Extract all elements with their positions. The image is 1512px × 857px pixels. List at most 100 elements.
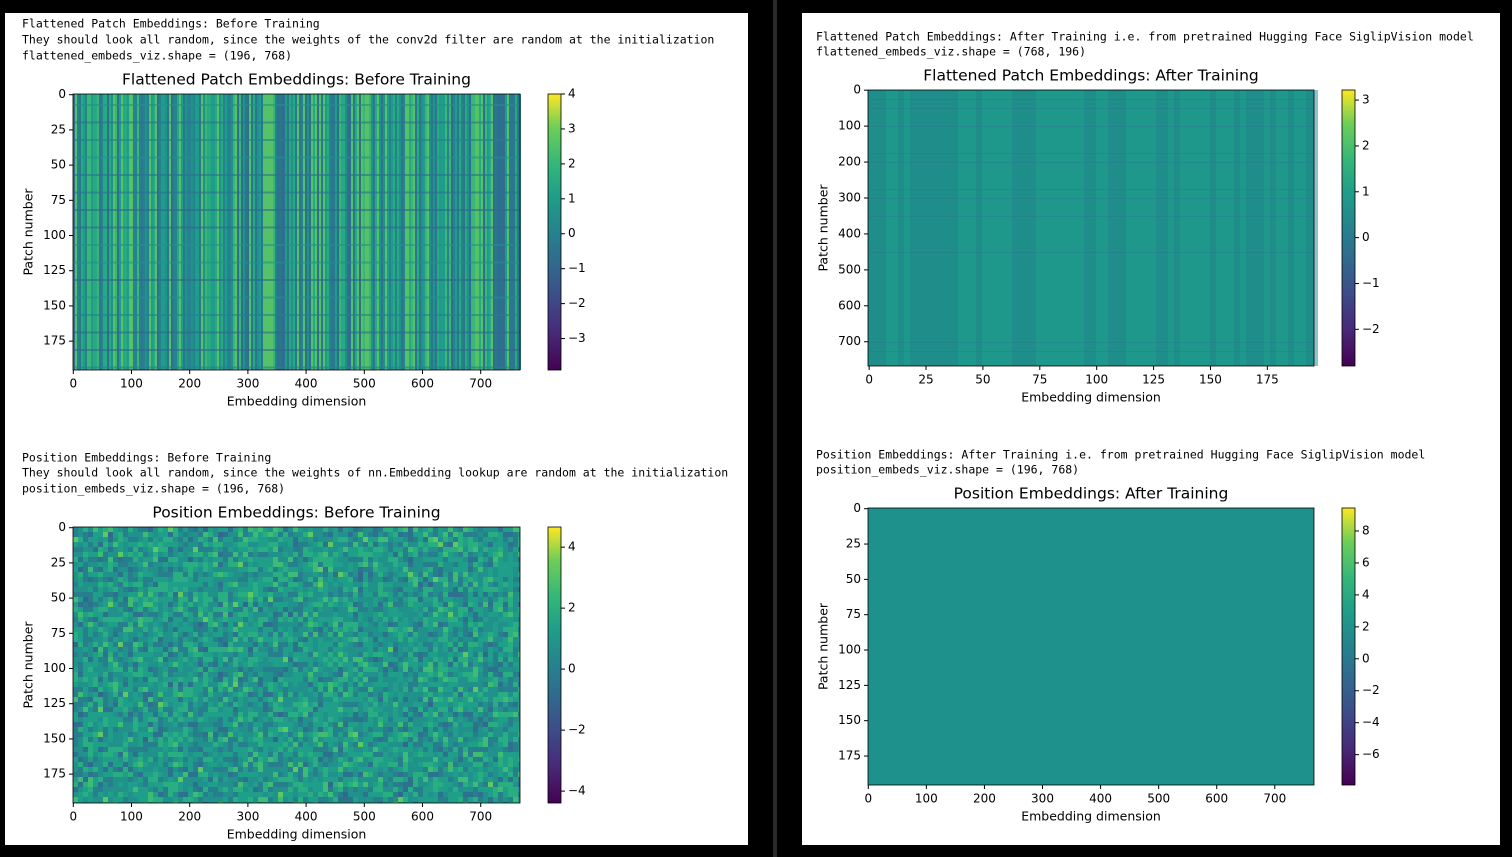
heatmap-cell xyxy=(343,547,348,552)
heatmap-cell xyxy=(278,682,283,687)
heatmap-cell xyxy=(118,672,123,677)
heatmap-cell xyxy=(388,572,393,577)
heatmap-cell xyxy=(403,762,408,767)
heatmap-cell xyxy=(318,772,323,777)
heatmap-cell xyxy=(498,717,503,722)
heatmap-cell xyxy=(263,702,268,707)
heatmap-cell xyxy=(203,717,208,722)
heatmap-cell xyxy=(83,562,88,567)
heatmap-cell xyxy=(173,657,178,662)
heatmap-cell xyxy=(343,727,348,732)
heatmap-cell xyxy=(158,617,163,622)
heatmap-cell xyxy=(363,562,368,567)
heatmap-cell xyxy=(433,677,438,682)
heatmap-cell xyxy=(388,642,393,647)
heatmap-cell xyxy=(388,627,393,632)
heatmap-cell xyxy=(163,627,168,632)
heatmap-cell xyxy=(228,577,233,582)
heatmap-column xyxy=(219,94,221,370)
heatmap-cell xyxy=(418,717,423,722)
heatmap-cell xyxy=(238,567,243,572)
heatmap-cell xyxy=(93,752,98,757)
heatmap-cell xyxy=(203,632,208,637)
output-line: flattened_embeds_viz.shape = (196, 768) xyxy=(22,49,292,63)
heatmap-cell xyxy=(78,562,83,567)
heatmap-cell xyxy=(268,687,273,692)
heatmap-cell xyxy=(413,692,418,697)
heatmap-cell xyxy=(388,667,393,672)
heatmap-cell xyxy=(128,752,133,757)
heatmap-cell xyxy=(448,607,453,612)
heatmap-cell xyxy=(478,587,483,592)
heatmap-cell xyxy=(318,592,323,597)
heatmap-cell xyxy=(188,717,193,722)
heatmap-cell xyxy=(498,772,503,777)
heatmap-cell xyxy=(153,712,158,717)
heatmap-column xyxy=(321,94,323,370)
heatmap-cell xyxy=(488,577,493,582)
heatmap-cell xyxy=(198,667,203,672)
heatmap-cell xyxy=(288,622,293,627)
heatmap-cell xyxy=(98,667,103,672)
heatmap-cell xyxy=(503,772,508,777)
heatmap-cell xyxy=(358,567,363,572)
heatmap-cell xyxy=(233,577,238,582)
heatmap-cell xyxy=(243,667,248,672)
heatmap-cell xyxy=(73,622,78,627)
heatmap-cell xyxy=(288,602,293,607)
heatmap-cell xyxy=(213,537,218,542)
heatmap-cell xyxy=(133,552,138,557)
heatmap-cell xyxy=(343,552,348,557)
heatmap-cell xyxy=(183,702,188,707)
heatmap-cell xyxy=(198,677,203,682)
heatmap-cell xyxy=(148,727,153,732)
heatmap-cell xyxy=(223,762,228,767)
heatmap-cell xyxy=(428,692,433,697)
heatmap-cell xyxy=(213,777,218,782)
heatmap-cell xyxy=(458,742,463,747)
heatmap-cell xyxy=(283,592,288,597)
heatmap-cell xyxy=(198,662,203,667)
heatmap-cell xyxy=(178,537,183,542)
heatmap-cell xyxy=(448,727,453,732)
heatmap-cell xyxy=(443,657,448,662)
heatmap-cell xyxy=(458,647,463,652)
heatmap-cell xyxy=(118,667,123,672)
heatmap-cell xyxy=(493,617,498,622)
heatmap-cell xyxy=(303,582,308,587)
heatmap-cell xyxy=(173,772,178,777)
heatmap-cell xyxy=(508,592,513,597)
heatmap-cell xyxy=(303,617,308,622)
heatmap-column xyxy=(231,94,233,370)
heatmap-cell xyxy=(113,692,118,697)
heatmap-cell xyxy=(363,607,368,612)
heatmap-column xyxy=(976,90,982,366)
heatmap-cell xyxy=(503,667,508,672)
heatmap-cell xyxy=(243,722,248,727)
heatmap-cell xyxy=(278,597,283,602)
heatmap-cell xyxy=(193,662,198,667)
heatmap-cell xyxy=(168,762,173,767)
heatmap-cell xyxy=(93,587,98,592)
heatmap-cell xyxy=(433,577,438,582)
heatmap-cell xyxy=(138,762,143,767)
heatmap-cell xyxy=(338,732,343,737)
heatmap-cell xyxy=(233,762,238,767)
heatmap-column xyxy=(73,94,75,370)
heatmap-cell xyxy=(183,672,188,677)
heatmap-cell xyxy=(143,652,148,657)
heatmap-cell xyxy=(488,662,493,667)
heatmap-cell xyxy=(73,692,78,697)
heatmap-cell xyxy=(373,687,378,692)
heatmap-cell xyxy=(338,642,343,647)
heatmap-cell xyxy=(288,592,293,597)
heatmap-cell xyxy=(88,642,93,647)
heatmap-cell xyxy=(103,772,108,777)
heatmap-cell xyxy=(128,762,133,767)
heatmap-cell xyxy=(418,722,423,727)
heatmap-column xyxy=(487,94,489,370)
heatmap-cell xyxy=(503,592,508,597)
heatmap-cell xyxy=(453,682,458,687)
heatmap-cell xyxy=(353,607,358,612)
heatmap-cell xyxy=(178,682,183,687)
